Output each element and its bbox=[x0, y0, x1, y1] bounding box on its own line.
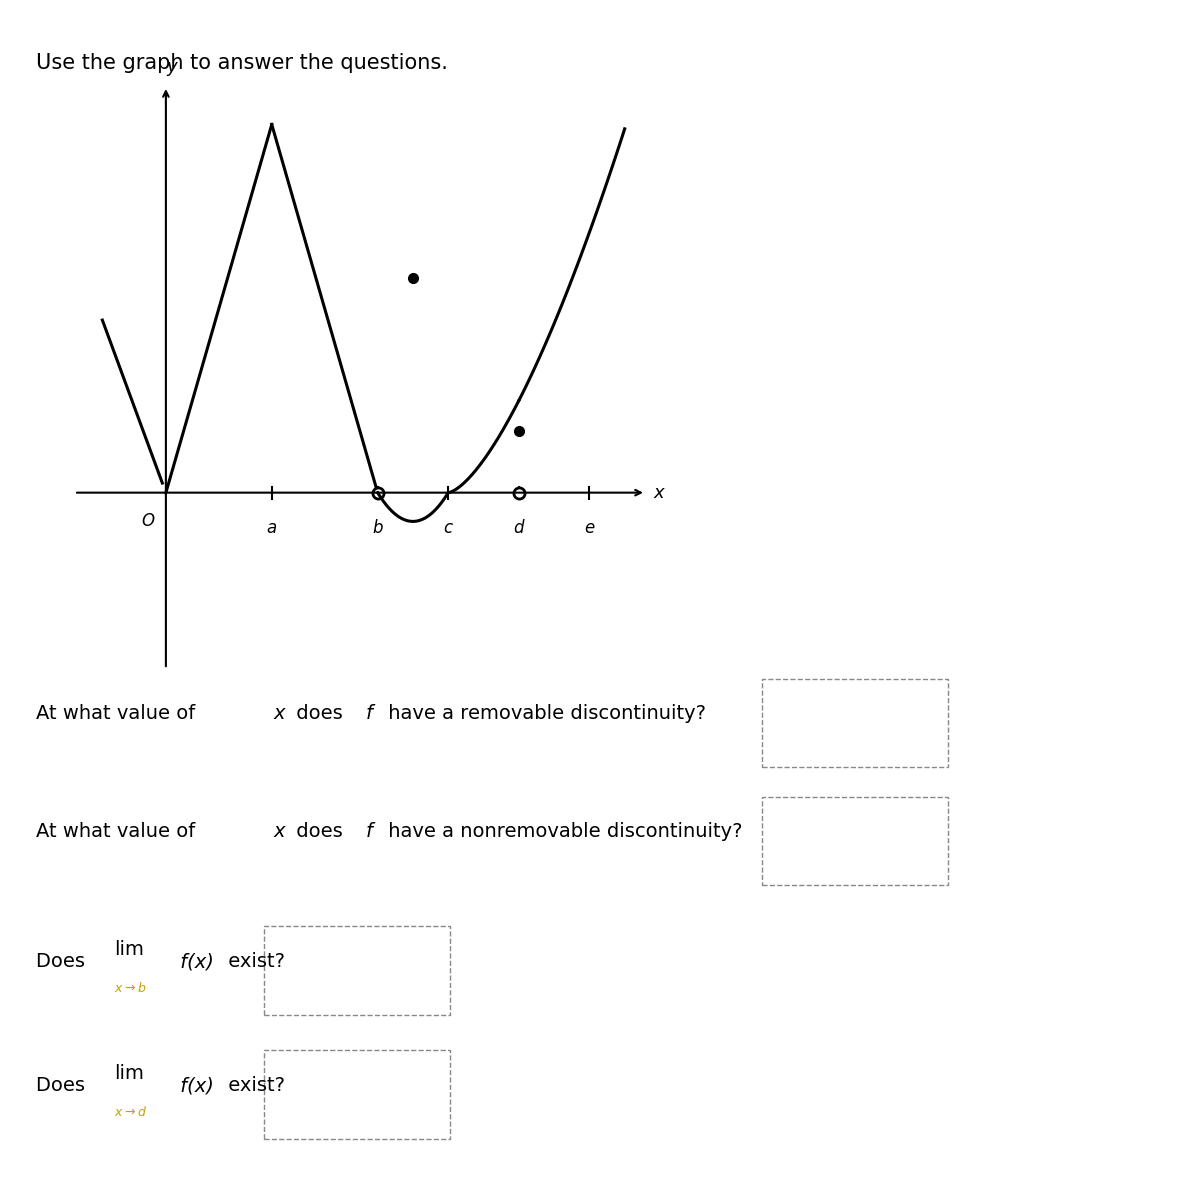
Text: $x\to d$: $x\to d$ bbox=[114, 1104, 148, 1119]
Text: x: x bbox=[274, 704, 286, 723]
Text: have a nonremovable discontinuity?: have a nonremovable discontinuity? bbox=[382, 822, 742, 841]
Text: b: b bbox=[372, 519, 383, 538]
Text: a: a bbox=[266, 519, 277, 538]
Text: f(x): f(x) bbox=[174, 952, 214, 971]
Text: x: x bbox=[274, 822, 286, 841]
Text: c: c bbox=[444, 519, 452, 538]
Text: f: f bbox=[366, 822, 373, 841]
Text: $x\to b$: $x\to b$ bbox=[114, 981, 146, 995]
Text: $O$: $O$ bbox=[140, 512, 155, 530]
Text: At what value of: At what value of bbox=[36, 704, 202, 723]
Text: f(x): f(x) bbox=[174, 1076, 214, 1095]
Text: does: does bbox=[290, 822, 349, 841]
Text: Does: Does bbox=[36, 1076, 91, 1095]
Text: Use the graph to answer the questions.: Use the graph to answer the questions. bbox=[36, 53, 448, 73]
Text: Does: Does bbox=[36, 952, 91, 971]
Text: have a removable discontinuity?: have a removable discontinuity? bbox=[382, 704, 706, 723]
Text: $x$: $x$ bbox=[653, 484, 666, 502]
Text: $y$: $y$ bbox=[167, 60, 180, 78]
Text: d: d bbox=[514, 519, 524, 538]
Text: lim: lim bbox=[114, 940, 144, 959]
Text: At what value of: At what value of bbox=[36, 822, 202, 841]
Text: does: does bbox=[290, 704, 349, 723]
Text: exist?: exist? bbox=[222, 952, 286, 971]
Text: f: f bbox=[366, 704, 373, 723]
Text: exist?: exist? bbox=[222, 1076, 286, 1095]
Text: e: e bbox=[584, 519, 594, 538]
Text: lim: lim bbox=[114, 1064, 144, 1083]
